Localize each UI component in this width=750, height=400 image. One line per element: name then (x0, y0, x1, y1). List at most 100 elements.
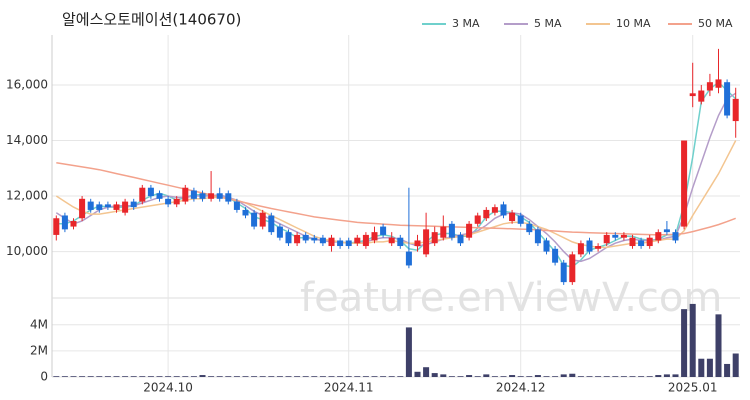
volume-bar (139, 376, 146, 377)
candle-body (724, 82, 731, 116)
volume-bar (483, 374, 490, 377)
volume-bar (61, 376, 68, 377)
volume-bar (681, 309, 688, 377)
x-tick-label: 2025.01 (668, 381, 718, 395)
volume-bar (113, 376, 120, 377)
candle-body (698, 90, 705, 102)
candle-body (715, 79, 722, 88)
volume-bar (70, 376, 77, 377)
candle-body (242, 209, 249, 216)
volume-bar (638, 376, 645, 377)
volume-bar (586, 376, 593, 377)
y-tick-label: 12,000 (6, 189, 48, 203)
volume-bar (173, 376, 180, 377)
volume-bar (500, 376, 507, 377)
volume-bar (285, 376, 292, 377)
candle-body (663, 229, 670, 233)
x-tick-label: 2024.10 (143, 381, 193, 395)
volume-bar (268, 376, 275, 377)
candle-body (706, 82, 713, 91)
candle-body (586, 240, 593, 252)
volume-bar (474, 376, 481, 377)
volume-bar (672, 374, 679, 377)
candle-body (629, 237, 636, 247)
volume-bar (130, 376, 137, 377)
candle-body (681, 140, 688, 227)
volume-bar (715, 314, 722, 377)
candle-body (603, 234, 610, 244)
candle-body (345, 240, 352, 247)
volume-bar (156, 376, 163, 377)
candle-body (122, 201, 129, 213)
y-tick-label: 16,000 (6, 77, 48, 91)
candle-body (139, 187, 146, 202)
candle-body (672, 232, 679, 241)
candle-body (190, 190, 197, 199)
volume-bar (560, 374, 567, 377)
volume-bar (397, 376, 404, 377)
volume-bar (543, 376, 550, 377)
y-tick-label: 4M (30, 317, 48, 331)
candle-body (405, 251, 412, 266)
ma-line (56, 161, 736, 236)
candle-body (216, 193, 223, 199)
candle-body (225, 193, 232, 202)
candle-body (457, 234, 464, 244)
candle-body (79, 198, 86, 219)
candle-body (328, 237, 335, 247)
candle-body (509, 212, 516, 222)
candle-body (285, 232, 292, 244)
volume-bar (457, 376, 464, 377)
volume-bar (87, 376, 94, 377)
candle-body (276, 226, 283, 238)
volume-bar (371, 376, 378, 377)
candle-body (423, 229, 430, 255)
candle-body (620, 234, 627, 238)
candle-body (53, 218, 60, 235)
volume-bar (491, 376, 498, 377)
volume-bar (388, 376, 395, 377)
candle-body (199, 193, 206, 199)
volume-bar (552, 376, 559, 377)
candle-body (319, 237, 326, 244)
candle-body (526, 223, 533, 233)
volume-bar (448, 376, 455, 377)
volume-bar (362, 376, 369, 377)
volume-bar (655, 375, 662, 377)
volume-bar (466, 375, 473, 377)
volume-bar (646, 376, 653, 377)
candle-body (431, 232, 438, 244)
candle-body (302, 234, 309, 241)
candle-body (388, 237, 395, 244)
y-tick-label: 2M (30, 343, 48, 357)
volume-bar (225, 376, 232, 377)
candle-body (182, 187, 189, 202)
volume-bar (147, 376, 154, 377)
candle-body (577, 243, 584, 255)
volume-bar (698, 358, 705, 377)
candle-body (552, 248, 559, 263)
candle-body (268, 215, 275, 233)
volume-bar (302, 376, 309, 377)
y-tick-label: 14,000 (6, 133, 48, 147)
volume-bar (199, 375, 206, 377)
volume-bar (405, 327, 412, 377)
candle-body (96, 204, 103, 210)
candle-body (104, 204, 111, 208)
legend-label: 10 MA (616, 17, 651, 30)
chart-title: 알에스오토메이션(140670) (62, 11, 241, 29)
volume-bar (53, 376, 60, 377)
volume-bar (603, 376, 610, 377)
volume-bar (122, 376, 129, 377)
volume-bar (259, 376, 266, 377)
volume-bar (354, 376, 361, 377)
candle-body (208, 193, 215, 199)
legend-label: 50 MA (698, 17, 733, 30)
volume-bar (337, 376, 344, 377)
volume-bar (328, 376, 335, 377)
volume-bar (517, 376, 524, 377)
candle-body (397, 237, 404, 247)
candle-body (61, 215, 68, 230)
candle-body (294, 234, 301, 244)
